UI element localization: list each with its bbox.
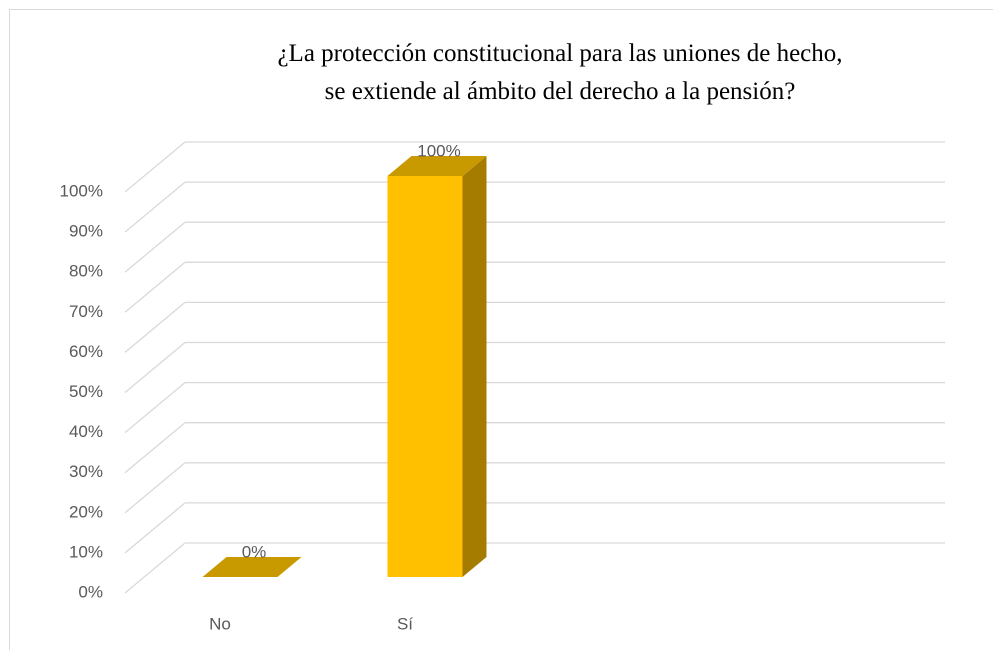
grid-line [124, 141, 186, 193]
y-tick-label: 10% [69, 542, 103, 561]
x-tick-label: Sí [397, 614, 413, 633]
grid-line [124, 301, 186, 353]
grid-line [124, 542, 186, 594]
bar-top [387, 156, 487, 176]
grid-line [124, 261, 186, 313]
y-tick-label: 60% [69, 342, 103, 361]
grid-line [124, 382, 186, 434]
grid-line [124, 462, 186, 514]
bar [387, 176, 463, 577]
chart-title: ¿La protección constitucional para las u… [277, 40, 842, 105]
data-label: 0% [242, 542, 267, 561]
y-tick-label: 30% [69, 462, 103, 481]
bar-side [462, 156, 487, 577]
bar-top [202, 557, 302, 577]
x-tick-label: No [209, 614, 231, 633]
y-tick-label: 20% [69, 502, 103, 521]
grid-line [124, 422, 186, 474]
y-tick-label: 50% [69, 382, 103, 401]
grid-line [124, 221, 186, 273]
y-tick-label: 0% [78, 582, 103, 601]
grid-line [124, 181, 186, 233]
y-tick-label: 40% [69, 422, 103, 441]
y-tick-label: 70% [69, 302, 103, 321]
grid-line [124, 502, 186, 554]
data-label: 100% [417, 141, 460, 160]
y-tick-label: 90% [69, 222, 103, 241]
grid-line [124, 342, 186, 393]
chart-border [9, 9, 993, 650]
y-tick-label: 100% [60, 181, 103, 200]
y-tick-label: 80% [69, 262, 103, 281]
